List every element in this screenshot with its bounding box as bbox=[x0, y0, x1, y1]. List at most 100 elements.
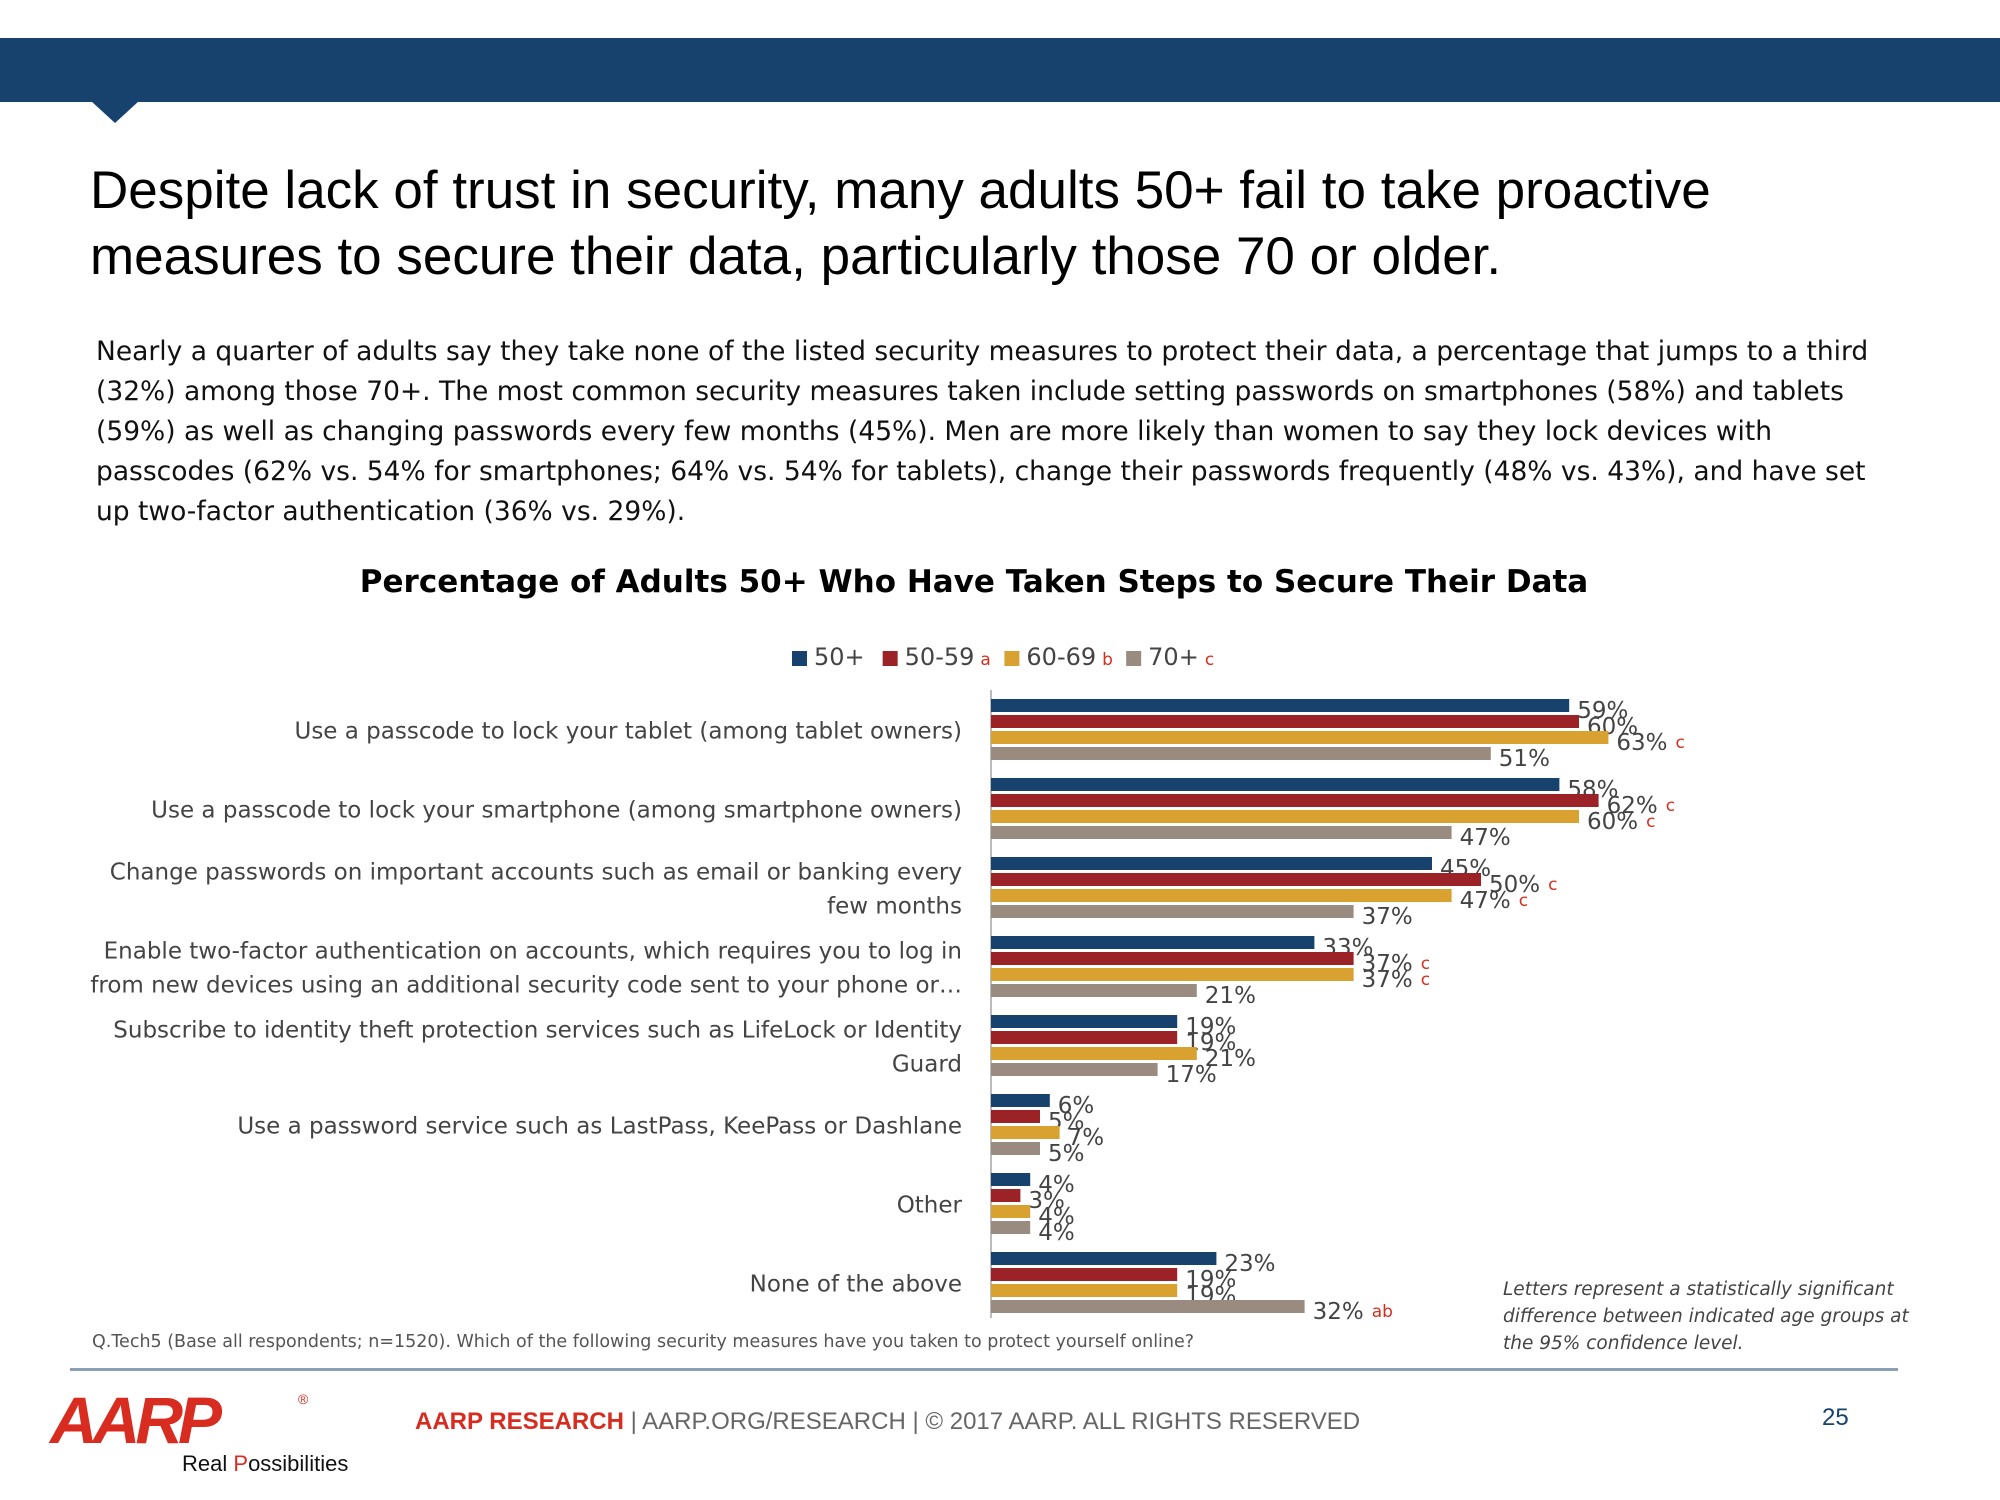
value-label-4-3: 17% bbox=[1166, 1062, 1217, 1088]
sig-letter-3-2: c bbox=[1421, 970, 1430, 990]
legend-swatch-2 bbox=[1004, 651, 1020, 666]
bar-3-2 bbox=[991, 968, 1354, 981]
value-label-6-3: 4% bbox=[1038, 1220, 1075, 1246]
chart-title: Percentage of Adults 50+ Who Have Taken … bbox=[359, 564, 1589, 600]
sig-letter-2-2: c bbox=[1519, 891, 1528, 911]
logo-wordmark: AARP bbox=[50, 1383, 222, 1457]
logo-tagline: Real Possibilities bbox=[182, 1451, 348, 1477]
footer-divider bbox=[70, 1368, 1898, 1371]
footer-rest: | AARP.ORG/RESEARCH | © 2017 AARP. ALL R… bbox=[623, 1408, 1361, 1435]
bar-1-0 bbox=[991, 778, 1560, 791]
registered-mark-icon: ® bbox=[298, 1391, 309, 1407]
value-label-7-3: 32% bbox=[1313, 1299, 1364, 1325]
bar-0-0 bbox=[991, 699, 1570, 712]
category-label-2-1: few months bbox=[827, 894, 962, 920]
legend-swatch-0 bbox=[792, 651, 807, 666]
value-label-6-1: 3% bbox=[1028, 1188, 1065, 1214]
value-label-3-2: 37% bbox=[1362, 967, 1413, 993]
legend-label-3: 70+ bbox=[1148, 643, 1199, 671]
bar-3-1 bbox=[991, 952, 1354, 965]
bar-5-3 bbox=[991, 1142, 1040, 1155]
value-label-5-2: 7% bbox=[1068, 1125, 1105, 1151]
bar-0-1 bbox=[991, 715, 1579, 728]
bar-7-1 bbox=[991, 1268, 1178, 1281]
bar-0-3 bbox=[991, 747, 1491, 760]
legend-sig-tag-2: b bbox=[1102, 650, 1113, 670]
category-label-6-0: Other bbox=[897, 1193, 963, 1219]
legend-swatch-1 bbox=[882, 651, 898, 666]
value-label-6-2: 4% bbox=[1038, 1204, 1075, 1230]
slide-headline: Despite lack of trust in security, many … bbox=[90, 158, 1930, 290]
value-label-5-3: 5% bbox=[1048, 1141, 1085, 1167]
bar-2-1 bbox=[991, 873, 1481, 886]
logo-tagline-real: Real bbox=[182, 1451, 228, 1476]
bar-6-0 bbox=[991, 1173, 1031, 1186]
category-label-4-0: Subscribe to identity theft protection s… bbox=[113, 1018, 962, 1044]
question-footnote: Q.Tech5 (Base all respondents; n=1520). … bbox=[92, 1332, 1195, 1352]
value-label-2-3: 37% bbox=[1362, 904, 1413, 930]
category-label-4-1: Guard bbox=[892, 1052, 962, 1078]
summary-line-1: Nearly a quarter of adults say they take… bbox=[96, 336, 1869, 367]
value-label-4-0: 19% bbox=[1185, 1014, 1236, 1040]
legend-swatch-3 bbox=[1126, 651, 1142, 666]
summary-line-5: up two-factor authentication (36% vs. 29… bbox=[96, 496, 686, 527]
sig-letter-1-1: c bbox=[1666, 796, 1675, 816]
category-label-3-0: Enable two-factor authentication on acco… bbox=[104, 939, 962, 965]
bar-4-3 bbox=[991, 1063, 1158, 1076]
bar-7-2 bbox=[991, 1284, 1178, 1297]
headline-line-1: Despite lack of trust in security, many … bbox=[90, 161, 1711, 220]
value-label-6-0: 4% bbox=[1038, 1172, 1075, 1198]
bar-5-2 bbox=[991, 1126, 1060, 1139]
summary-line-3: (59%) as well as changing passwords ever… bbox=[96, 416, 1773, 447]
value-label-0-3: 51% bbox=[1499, 746, 1550, 772]
bar-3-3 bbox=[991, 984, 1197, 997]
sig-letter-2-1: c bbox=[1548, 875, 1557, 895]
logo-tagline-possibilities: ossibilities bbox=[248, 1451, 349, 1476]
category-label-7-0: None of the above bbox=[750, 1272, 962, 1298]
bar-7-0 bbox=[991, 1252, 1217, 1265]
value-label-7-1: 19% bbox=[1185, 1267, 1236, 1293]
value-label-5-0: 6% bbox=[1058, 1093, 1095, 1119]
logo-tagline-p: P bbox=[233, 1451, 249, 1476]
bar-1-3 bbox=[991, 826, 1452, 839]
summary-line-2: (32%) among those 70+. The most common s… bbox=[96, 376, 1844, 407]
bar-4-1 bbox=[991, 1031, 1178, 1044]
header-band-notch bbox=[91, 101, 139, 123]
value-label-0-2: 63% bbox=[1616, 730, 1667, 756]
legend-label-0: 50+ bbox=[814, 643, 865, 671]
bar-2-2 bbox=[991, 889, 1452, 902]
value-label-3-1: 37% bbox=[1362, 951, 1413, 977]
category-label-2-0: Change passwords on important accounts s… bbox=[110, 860, 962, 886]
bar-5-0 bbox=[991, 1094, 1050, 1107]
value-label-7-0: 23% bbox=[1224, 1251, 1275, 1277]
legend-sig-tag-1: a bbox=[980, 650, 990, 670]
footer-text: AARP RESEARCH | AARP.ORG/RESEARCH | © 20… bbox=[415, 1408, 1360, 1436]
bar-7-3 bbox=[991, 1300, 1305, 1313]
aarp-logo: AARP ® Real Possibilities bbox=[50, 1387, 390, 1477]
value-label-1-2: 60% bbox=[1587, 809, 1638, 835]
bar-6-2 bbox=[991, 1205, 1031, 1218]
header-band bbox=[0, 38, 2000, 102]
category-label-0-0: Use a passcode to lock your tablet (amon… bbox=[294, 719, 962, 745]
category-label-5-0: Use a password service such as LastPass,… bbox=[237, 1114, 962, 1140]
bar-3-0 bbox=[991, 936, 1315, 949]
sig-letter-1-2: c bbox=[1646, 812, 1655, 832]
page-number: 25 bbox=[1822, 1404, 1849, 1431]
sig-letter-0-2: c bbox=[1676, 733, 1685, 753]
value-label-1-1: 62% bbox=[1607, 793, 1658, 819]
legend-sig-tag-3: c bbox=[1205, 650, 1214, 670]
bar-5-1 bbox=[991, 1110, 1040, 1123]
value-label-4-2: 21% bbox=[1205, 1046, 1256, 1072]
summary-paragraph: Nearly a quarter of adults say they take… bbox=[96, 332, 1946, 532]
bar-0-2 bbox=[991, 731, 1609, 744]
value-label-1-3: 47% bbox=[1460, 825, 1511, 851]
bar-1-2 bbox=[991, 810, 1579, 823]
category-label-3-1: from new devices using an additional sec… bbox=[90, 973, 962, 999]
category-label-1-0: Use a passcode to lock your smartphone (… bbox=[151, 798, 962, 824]
bar-4-0 bbox=[991, 1015, 1178, 1028]
bar-1-1 bbox=[991, 794, 1599, 807]
legend-label-2: 60-69 bbox=[1026, 643, 1096, 671]
bar-6-3 bbox=[991, 1221, 1031, 1234]
value-label-2-2: 47% bbox=[1460, 888, 1511, 914]
